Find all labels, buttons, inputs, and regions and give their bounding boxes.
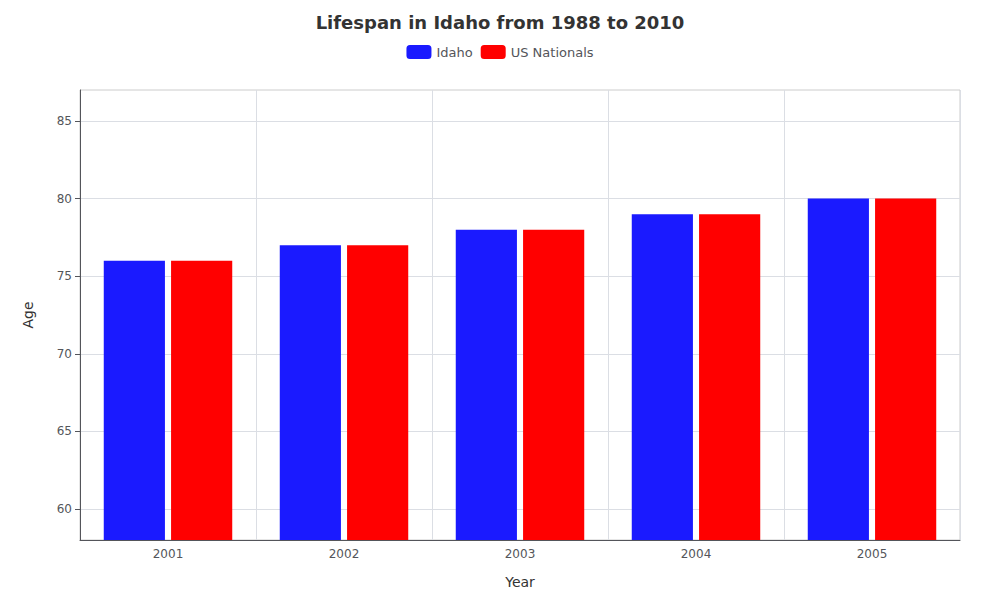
svg-text:Lifespan in Idaho from 1988 to: Lifespan in Idaho from 1988 to 2010 xyxy=(316,12,685,33)
svg-text:2004: 2004 xyxy=(681,547,712,561)
svg-text:65: 65 xyxy=(57,424,72,438)
svg-text:Age: Age xyxy=(20,301,36,328)
svg-text:2005: 2005 xyxy=(857,547,888,561)
svg-text:2003: 2003 xyxy=(505,547,536,561)
svg-text:60: 60 xyxy=(57,502,72,516)
svg-text:Idaho: Idaho xyxy=(436,45,472,60)
svg-text:80: 80 xyxy=(57,192,72,206)
svg-text:85: 85 xyxy=(57,114,72,128)
svg-text:75: 75 xyxy=(57,269,72,283)
svg-text:2001: 2001 xyxy=(153,547,184,561)
svg-text:Year: Year xyxy=(504,574,535,590)
svg-text:US Nationals: US Nationals xyxy=(511,45,594,60)
svg-text:70: 70 xyxy=(57,347,72,361)
svg-text:2002: 2002 xyxy=(329,547,360,561)
